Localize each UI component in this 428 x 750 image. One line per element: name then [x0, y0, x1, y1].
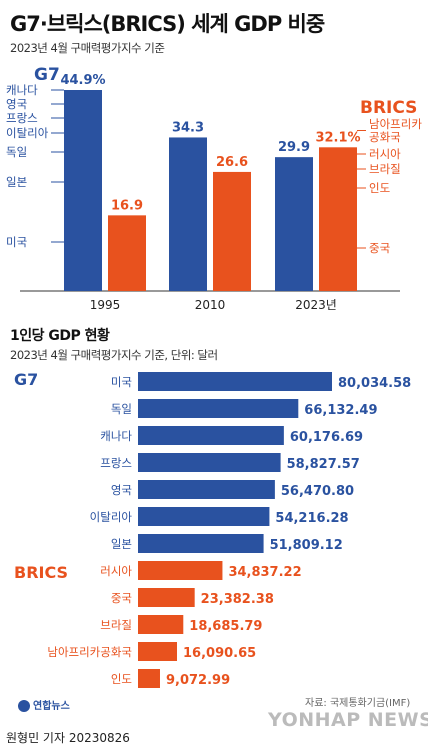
legend-g7: G7 [34, 65, 60, 85]
group-label-brics: BRICS [14, 563, 68, 582]
bar-brics [138, 561, 223, 580]
category-label: 프랑스 [100, 456, 132, 470]
bar-g7 [138, 399, 299, 418]
data-label: 56,470.80 [281, 484, 354, 499]
data-label: 58,827.57 [287, 457, 360, 472]
brics-member-label: 남아프리카 [369, 117, 422, 131]
data-label: 60,176.69 [290, 430, 363, 445]
bar-g7 [138, 507, 270, 526]
category-label: 러시아 [100, 564, 132, 578]
brics-member-label: 중국 [369, 241, 390, 255]
data-label: 29.9 [278, 140, 310, 155]
g7-member-label: 이탈리아 [6, 126, 49, 140]
bar-brics [108, 215, 146, 291]
source-note: 자료: 국제통화기금(IMF) [305, 698, 411, 709]
category-label: 이탈리아 [90, 510, 133, 524]
g7-member-label: 미국 [6, 235, 27, 249]
category-label: 독일 [111, 402, 132, 416]
category-label: 캐나다 [100, 429, 132, 443]
category-label: 영국 [111, 483, 132, 497]
bar-g7 [169, 137, 207, 291]
g7-member-label: 영국 [6, 97, 27, 111]
yonhap-logo: 연합뉴스 [18, 697, 70, 712]
data-label: 18,685.79 [189, 619, 262, 634]
group-label-g7: G7 [14, 370, 38, 389]
logo-text: 연합뉴스 [33, 701, 70, 712]
section2-title: 1인당 GDP 현황 [10, 328, 110, 344]
x-tick-label: 2010 [195, 298, 226, 312]
x-tick-label: 2023년 [295, 298, 337, 312]
bar-brics [213, 171, 251, 291]
category-label: 인도 [111, 672, 132, 686]
category-label: 중국 [111, 591, 132, 605]
legend-brics: BRICS [360, 98, 417, 118]
bar-g7 [138, 426, 284, 445]
data-label: 16.9 [111, 198, 143, 213]
bar-g7 [138, 480, 275, 499]
category-label: 남아프리카공화국 [47, 645, 132, 659]
g7-member-label: 캐나다 [6, 83, 38, 97]
g7-member-label: 독일 [6, 145, 27, 159]
data-label: 34.3 [172, 120, 204, 135]
byline: 원형민 기자 20230826 [6, 731, 130, 745]
bar-g7 [138, 534, 264, 553]
bar-g7 [138, 372, 332, 391]
data-label: 44.9% [60, 73, 105, 88]
data-label: 51,809.12 [270, 538, 343, 553]
data-label: 16,090.65 [183, 646, 256, 661]
g7-member-label: 일본 [6, 175, 27, 189]
g7-member-label: 프랑스 [6, 111, 38, 125]
data-label: 9,072.99 [166, 673, 230, 688]
section2-subtitle: 2023년 4월 구매력평가지수 기준, 단위: 달러 [10, 348, 218, 362]
data-label: 23,382.38 [201, 592, 274, 607]
data-label: 26.6 [216, 155, 248, 170]
data-label: 66,132.49 [304, 403, 377, 418]
category-label: 일본 [111, 537, 132, 551]
brics-member-label: 러시아 [369, 147, 401, 161]
brics-member-label: 공화국 [369, 130, 401, 144]
watermark: YONHAP NEWS [268, 709, 428, 731]
bar-brics [138, 588, 195, 607]
category-label: 브라질 [100, 618, 132, 632]
data-label: 32.1% [315, 130, 360, 145]
bar-brics [138, 642, 178, 661]
bar-g7 [275, 157, 313, 291]
bar-brics [138, 669, 160, 688]
category-label: 미국 [111, 375, 132, 389]
page-title: G7·브릭스(BRICS) 세계 GDP 비중 [10, 12, 325, 36]
yonhap-logo-icon [18, 700, 30, 712]
brics-member-label: 브라질 [369, 162, 401, 176]
x-tick-label: 1995 [90, 298, 121, 312]
page-subtitle: 2023년 4월 구매력평가지수 기준 [10, 41, 165, 55]
data-label: 80,034.58 [338, 376, 411, 391]
bar-g7 [64, 90, 102, 291]
bar-brics [138, 615, 184, 634]
bar-g7 [138, 453, 281, 472]
brics-member-label: 인도 [369, 181, 390, 195]
data-label: 34,837.22 [228, 565, 301, 580]
bar-brics [319, 147, 357, 291]
data-label: 54,216.28 [275, 511, 348, 526]
